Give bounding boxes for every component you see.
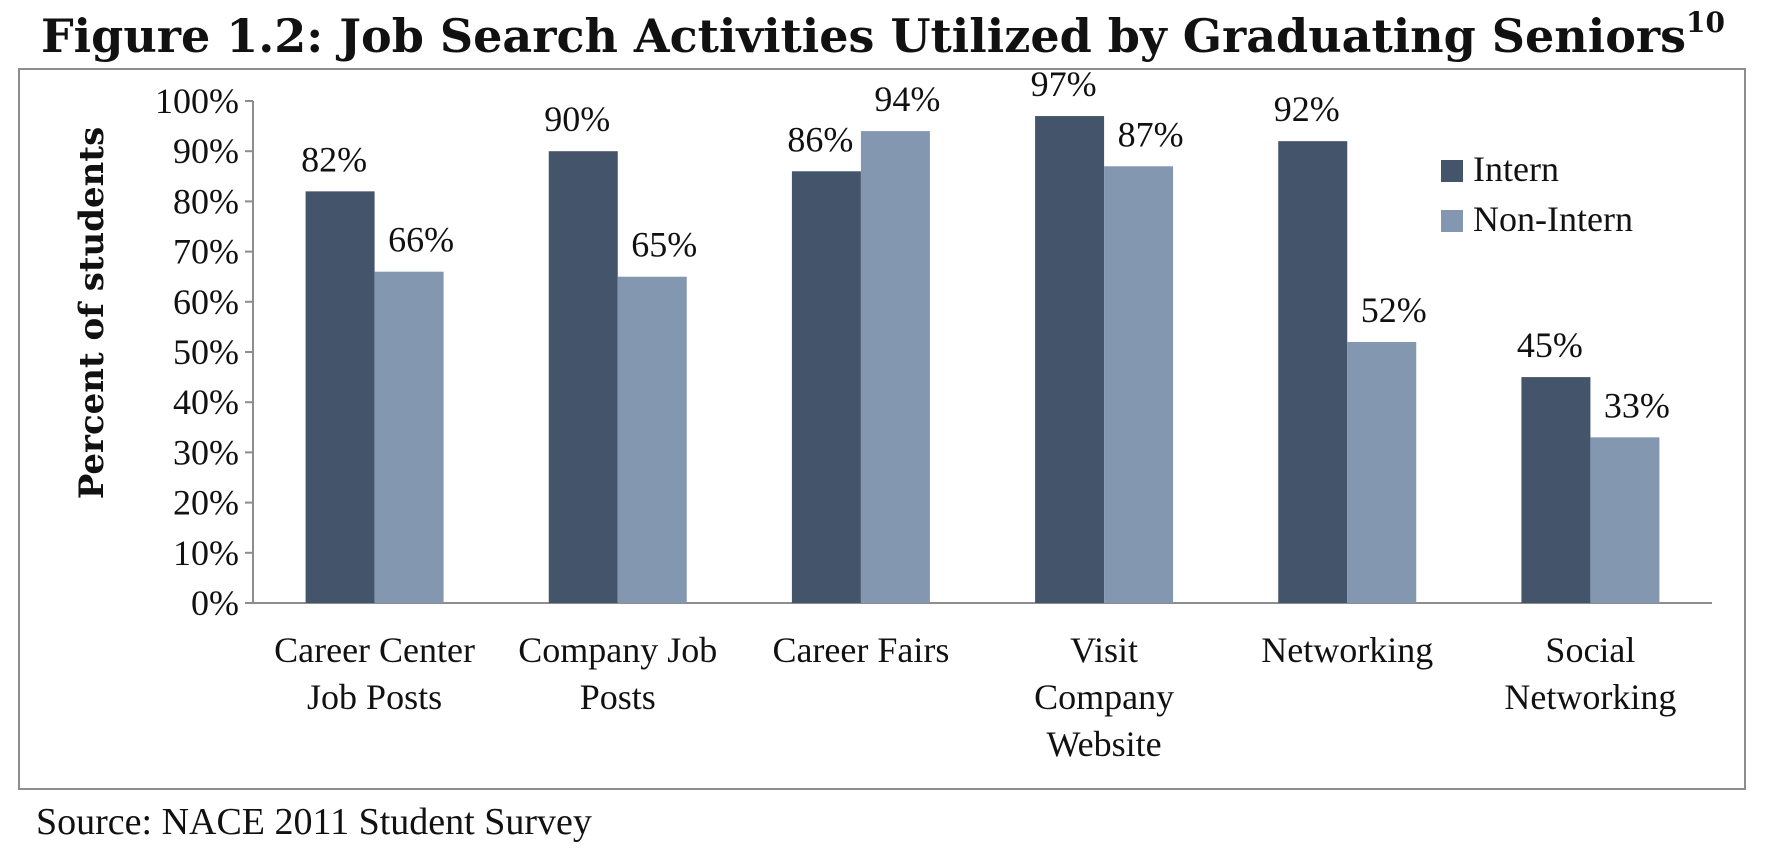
bar-non-intern [860, 131, 930, 603]
y-tick-label: 80% [173, 181, 239, 221]
y-tick-label: 50% [173, 332, 239, 372]
x-axis: Career Center Job Posts Company Job Posts Ca… [253, 602, 1712, 764]
x-category-label: Networking [1261, 630, 1433, 670]
bars [305, 116, 1660, 604]
bar-intern [1035, 116, 1105, 603]
y-tick-label: 70% [173, 232, 239, 272]
y-tick-label: 30% [173, 432, 239, 472]
data-label: 82% [301, 139, 367, 179]
legend-swatch [1441, 160, 1463, 182]
y-axis-title: Percent of students [72, 127, 112, 499]
bar-intern [1278, 141, 1348, 603]
y-axis: 0% 10% 20% 30% 40% 50% 60% 70% 80% 90% 100% [155, 81, 254, 623]
y-tick-label: 60% [173, 282, 239, 322]
x-category-label: Social Networking [1504, 630, 1676, 717]
x-category-label: Career Fairs [772, 630, 949, 670]
data-label: 92% [1274, 89, 1340, 129]
bar-intern [791, 171, 861, 603]
y-tick-label: 0% [191, 583, 239, 623]
data-label: 94% [874, 79, 940, 119]
y-tick-label: 10% [173, 533, 239, 573]
bar-non-intern [1590, 437, 1660, 603]
bar-non-intern [617, 276, 687, 603]
chart-frame [18, 68, 1746, 790]
data-label: 45% [1517, 325, 1583, 365]
data-label: 86% [787, 119, 853, 159]
bar-intern [548, 151, 618, 603]
data-label: 65% [631, 225, 697, 265]
y-tick-label: 90% [173, 131, 239, 171]
data-label: 33% [1604, 385, 1670, 425]
bar-non-intern [374, 271, 444, 603]
bar-intern [305, 191, 375, 604]
bar-non-intern [1347, 341, 1417, 603]
source-note: Source: NACE 2011 Student Survey [36, 801, 592, 843]
legend: Intern Non-Intern [1441, 149, 1633, 239]
x-category-label: Visit Company Website [1034, 630, 1174, 764]
chart-title-text: Figure 1.2: Job Search Activities Utiliz… [41, 9, 1687, 63]
data-label: 97% [1031, 64, 1097, 104]
y-tick-label: 40% [173, 382, 239, 422]
data-labels: 82% 90% 86% 97% 92% 45% 66% 65% 94% 87% 52% 33% [301, 64, 1670, 425]
bar-intern [1521, 377, 1591, 603]
data-label: 87% [1118, 114, 1184, 154]
data-label: 66% [388, 220, 454, 260]
legend-swatch [1441, 210, 1463, 232]
x-category-label: Career Center Job Posts [274, 630, 475, 717]
y-tick-label: 20% [173, 483, 239, 523]
bar-non-intern [1104, 166, 1174, 603]
chart-title-superscript: 10 [1686, 6, 1725, 39]
data-label: 52% [1361, 290, 1427, 330]
x-category-label: Company Job Posts [518, 630, 717, 717]
legend-label: Non-Intern [1473, 199, 1633, 239]
chart-title: Figure 1.2: Job Search Activities Utiliz… [0, 6, 1766, 66]
legend-label: Intern [1473, 149, 1559, 189]
data-label: 90% [544, 99, 610, 139]
y-tick-label: 100% [155, 81, 239, 121]
